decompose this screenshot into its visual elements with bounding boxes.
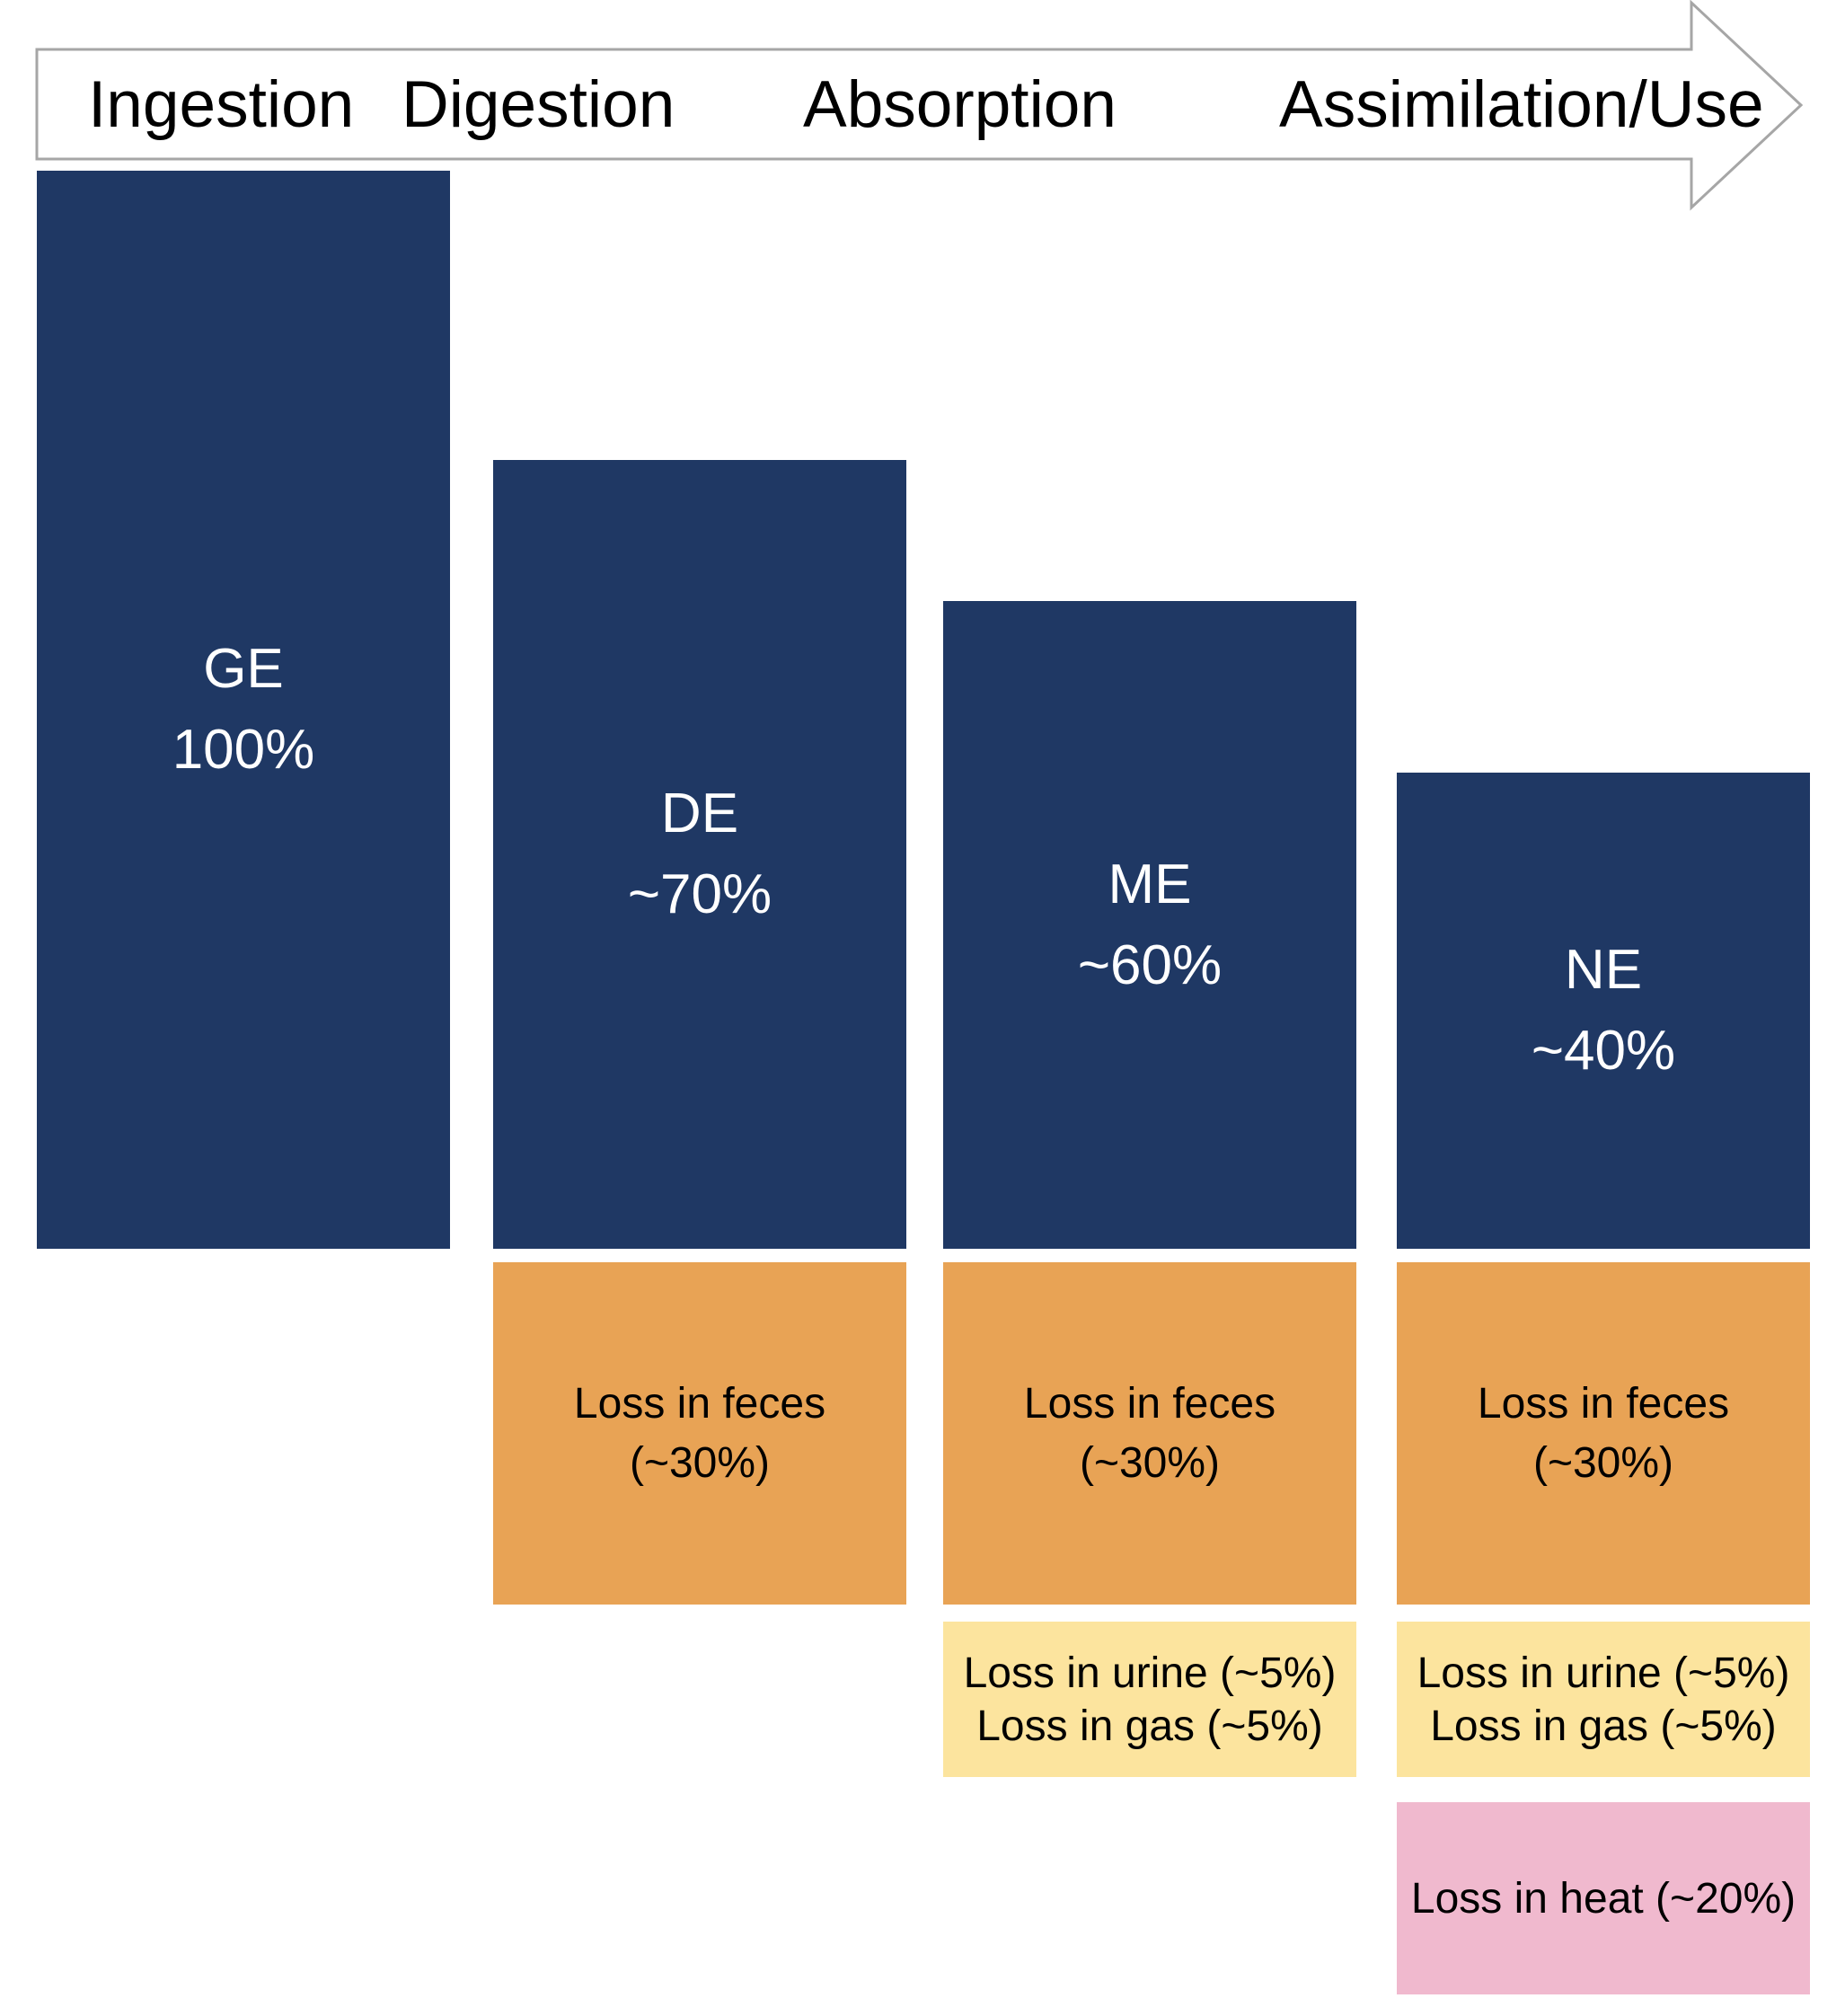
bar-label-ge: GE — [203, 638, 284, 700]
loss-feces-line1: Loss in feces — [1023, 1379, 1276, 1428]
bar-percent-de: ~70% — [627, 863, 772, 925]
loss-urine-line: Loss in urine (~5%) — [963, 1649, 1337, 1697]
bar-metabolizable-energy: ME ~60% — [943, 601, 1356, 1249]
loss-heat-line: Loss in heat (~20%) — [1410, 1874, 1796, 1923]
loss-box-feces-me: Loss in feces (~30%) — [943, 1262, 1356, 1605]
loss-gas-line: Loss in gas (~5%) — [1430, 1702, 1777, 1750]
bar-percent-ne: ~40% — [1531, 1020, 1676, 1082]
bar-label-de: DE — [660, 783, 739, 844]
bar-digestible-energy: DE ~70% — [493, 460, 906, 1249]
bar-percent-ge: 100% — [172, 719, 315, 781]
loss-box-feces-de: Loss in feces (~30%) — [493, 1262, 906, 1605]
process-arrow — [35, 0, 1804, 211]
stage-label-ingestion: Ingestion — [88, 67, 355, 141]
loss-urine-line: Loss in urine (~5%) — [1417, 1649, 1790, 1697]
bar-gross-energy: GE 100% — [37, 171, 450, 1249]
stage-label-digestion: Digestion — [402, 67, 675, 141]
process-arrow-shape — [35, 0, 1804, 211]
bar-label-ne: NE — [1564, 939, 1643, 1001]
bar-net-energy: NE ~40% — [1397, 773, 1810, 1249]
loss-feces-line2: (~30%) — [1079, 1438, 1221, 1487]
loss-feces-line2: (~30%) — [1532, 1438, 1674, 1487]
loss-box-urine-gas-me: Loss in urine (~5%) Loss in gas (~5%) — [943, 1622, 1356, 1777]
bar-percent-me: ~60% — [1077, 933, 1223, 996]
loss-gas-line: Loss in gas (~5%) — [976, 1702, 1323, 1750]
bar-label-me: ME — [1108, 853, 1192, 915]
loss-feces-line2: (~30%) — [629, 1438, 771, 1487]
loss-feces-line1: Loss in feces — [1477, 1379, 1730, 1428]
loss-box-heat-ne: Loss in heat (~20%) — [1397, 1802, 1810, 1994]
stage-label-assimilation-use: Assimilation/Use — [1279, 67, 1764, 141]
loss-box-urine-gas-ne: Loss in urine (~5%) Loss in gas (~5%) — [1397, 1622, 1810, 1777]
loss-box-feces-ne: Loss in feces (~30%) — [1397, 1262, 1810, 1605]
loss-feces-line1: Loss in feces — [573, 1379, 826, 1428]
stage-label-absorption: Absorption — [803, 67, 1117, 141]
